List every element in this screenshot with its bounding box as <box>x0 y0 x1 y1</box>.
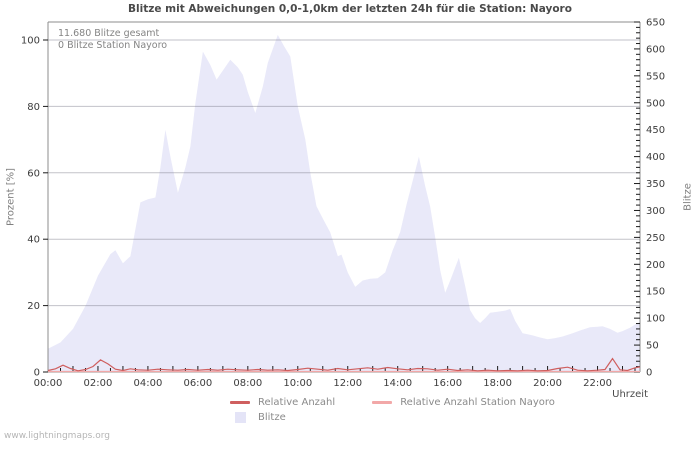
chart-annotation: 11.680 Blitze gesamt 0 Blitze Station Na… <box>58 28 167 51</box>
y-right-tick-label: 100 <box>646 314 665 325</box>
legend-row-2: Blitze <box>230 412 286 423</box>
legend-relative-anzahl-swatch <box>230 401 250 404</box>
x-axis-title: Uhrzeit <box>612 389 648 400</box>
y-left-tick-label: 100 <box>21 36 40 47</box>
x-tick-label: 02:00 <box>84 378 113 389</box>
x-tick-label: 04:00 <box>134 378 163 389</box>
x-tick-label: 18:00 <box>483 378 512 389</box>
y-left-tick-label: 60 <box>27 168 40 179</box>
y-right-tick-label: 500 <box>646 98 665 109</box>
watermark-link[interactable]: www.lightningmaps.org <box>4 431 110 441</box>
blitze-area <box>48 34 640 373</box>
y-right-tick-label: 50 <box>646 341 659 352</box>
annotation-station-blitze: 0 Blitze Station Nayoro <box>58 39 168 51</box>
y-right-tick-label: 550 <box>646 71 665 82</box>
y-right-tick-label: 300 <box>646 206 665 217</box>
x-tick-label: 14:00 <box>383 378 412 389</box>
x-tick-label: 08:00 <box>233 378 262 389</box>
y-right-tick-label: 250 <box>646 233 665 244</box>
y-right-tick-label: 200 <box>646 260 665 271</box>
y-right-tick-label: 450 <box>646 125 665 136</box>
relative-anzahl-line <box>47 357 641 372</box>
legend-station-label: Relative Anzahl Station Nayoro <box>400 397 555 408</box>
annotation-total-blitze: 11.680 Blitze gesamt <box>58 28 160 39</box>
x-tick-label: 00:00 <box>34 378 63 389</box>
y-right-tick-label: 150 <box>646 287 665 298</box>
y-left-tick-label: 40 <box>27 235 40 246</box>
y-right-tick-label: 0 <box>646 368 652 379</box>
y-left-tick-label: 80 <box>27 102 40 113</box>
x-tick-label: 06:00 <box>183 378 212 389</box>
y-right-tick-label: 350 <box>646 179 665 190</box>
y-right-tick-label: 650 <box>646 18 665 29</box>
x-tick-label: 10:00 <box>283 378 312 389</box>
y-left-tick-label: 20 <box>27 301 40 312</box>
legend-station-swatch <box>372 401 393 404</box>
x-tick-label: 20:00 <box>533 378 562 389</box>
legend-row-1: Relative Anzahl Relative Anzahl Station … <box>230 397 555 408</box>
chart-title: Blitze mit Abweichungen 0,0-1,0km der le… <box>128 3 572 15</box>
legend-blitze-swatch <box>235 412 246 423</box>
legend-relative-anzahl-label: Relative Anzahl <box>258 397 336 408</box>
x-tick-label: 22:00 <box>583 378 612 389</box>
x-tick-label: 12:00 <box>333 378 362 389</box>
x-tick-label: 16:00 <box>433 378 462 389</box>
y-right-tick-label: 400 <box>646 152 665 163</box>
y-left-tick-label: 0 <box>34 368 40 379</box>
y-right-tick-label: 600 <box>646 44 665 55</box>
legend-blitze-label: Blitze <box>258 412 286 423</box>
